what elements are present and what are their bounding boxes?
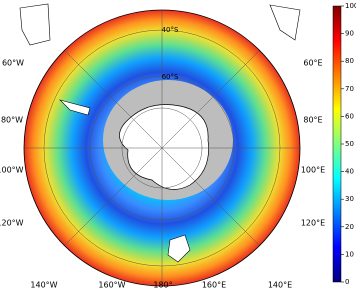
longitude-label: 60°W bbox=[2, 59, 24, 68]
colorbar-tick-label: 100 bbox=[345, 2, 356, 10]
longitude-label: 180° bbox=[153, 281, 172, 290]
longitude-label: 160°E bbox=[202, 281, 226, 290]
colorbar-tick-label: 80 bbox=[345, 57, 354, 65]
colorbar-tick-label: 70 bbox=[345, 85, 354, 93]
colorbar-tick-label: 10 bbox=[345, 250, 354, 258]
colorbar-tick-label: 0 bbox=[345, 278, 349, 286]
longitude-label: 80°E bbox=[303, 116, 322, 125]
latitude-label: 40°S bbox=[162, 26, 179, 34]
longitude-label: 120°W bbox=[0, 219, 24, 228]
colorbar bbox=[332, 5, 342, 283]
longitude-label: 60°E bbox=[303, 59, 322, 68]
latitude-label: 60°S bbox=[162, 73, 179, 81]
peninsula bbox=[58, 99, 91, 116]
colorbar-tick-label: 30 bbox=[345, 195, 354, 203]
longitude-label: 160°W bbox=[98, 281, 125, 290]
longitude-label: 80°W bbox=[1, 116, 23, 125]
longitude-label: 100°W bbox=[0, 166, 24, 175]
longitude-label: 140°W bbox=[30, 281, 57, 290]
colorbar-tick-label: 90 bbox=[345, 30, 354, 38]
longitude-label: 100°E bbox=[301, 166, 325, 175]
land-outside bbox=[19, 3, 301, 46]
colorbar-tick-label: 50 bbox=[345, 140, 354, 148]
colorbar-tick-label: 20 bbox=[345, 223, 354, 231]
new-zealand bbox=[167, 234, 191, 263]
colorbar-tick-label: 40 bbox=[345, 168, 354, 176]
graticule bbox=[23, 9, 301, 287]
longitude-label: 120°E bbox=[301, 219, 325, 228]
longitude-label: 140°E bbox=[268, 281, 292, 290]
colorbar-tick-label: 60 bbox=[345, 112, 354, 120]
